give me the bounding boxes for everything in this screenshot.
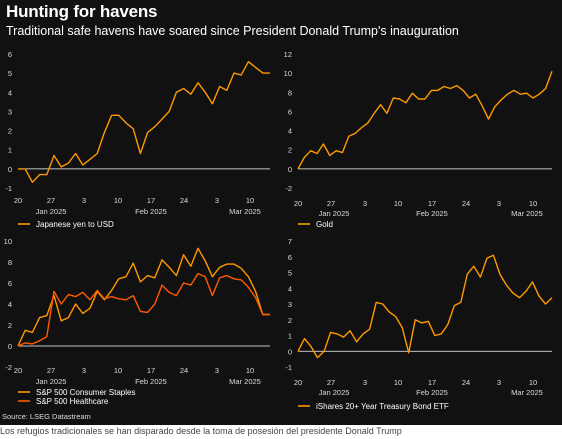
chart-2-y-tick-label: -2 — [285, 184, 292, 193]
chart-1-y-tick-label: 2 — [8, 127, 12, 136]
chart-1-y-tick-label: -1 — [5, 184, 12, 193]
chart-1-x-tick-label: 10 — [114, 196, 122, 205]
chart-4-x-tick-label: 3 — [497, 378, 501, 387]
chart-4-series-line-1 — [297, 254, 553, 359]
chart-1-x-tick-label: 3 — [82, 196, 86, 205]
chart-4-month-label: Feb 2025 — [416, 388, 448, 397]
figure-frame: Hunting for havens Traditional safe have… — [0, 0, 562, 425]
chart-3-legend-label: S&P 500 Consumer Staples — [36, 388, 135, 397]
chart-3-month-label: Mar 2025 — [229, 377, 261, 386]
chart-1-y-tick-label: 6 — [8, 50, 12, 59]
chart-2-month-label: Jan 2025 — [319, 209, 350, 218]
chart-4-y-tick-label: 6 — [288, 253, 292, 262]
chart-1-y-tick-label: 0 — [8, 165, 12, 174]
chart-1-x-tick-label: 3 — [215, 196, 219, 205]
chart-1-month-label: Jan 2025 — [36, 207, 67, 216]
chart-1-series-line-1 — [18, 61, 270, 184]
chart-3-x-tick-label: 3 — [82, 366, 86, 375]
chart-1-y-tick-label: 1 — [8, 146, 12, 155]
chart-4-y-tick-label: 5 — [288, 269, 292, 278]
chart-3-y-tick-label: -2 — [5, 363, 12, 372]
chart-4-y-tick-label: -1 — [285, 363, 292, 372]
chart-3-x-tick-label: 10 — [246, 366, 254, 375]
chart-2-y-tick-label: 10 — [284, 69, 292, 78]
chart-2-y-tick-label: 6 — [288, 107, 292, 116]
chart-4-y-tick-label: 2 — [288, 316, 292, 325]
chart-4-x-tick-label: 24 — [462, 378, 470, 387]
chart-2-x-tick-label: 3 — [363, 199, 367, 208]
chart-3-x-tick-label: 27 — [47, 366, 55, 375]
chart-2-y-tick-label: 8 — [288, 88, 292, 97]
chart-4-month-label: Mar 2025 — [511, 388, 543, 397]
chart-4-x-tick-label: 20 — [294, 378, 302, 387]
chart-1-month-label: Mar 2025 — [229, 207, 261, 216]
chart-2-x-tick-label: 3 — [497, 199, 501, 208]
chart-1-legend-label: Japanese yen to USD — [36, 220, 114, 229]
chart-3-y-tick-label: 6 — [8, 279, 12, 288]
chart-3-y-tick-label: 8 — [8, 258, 12, 267]
chart-4-x-tick-label: 10 — [529, 378, 537, 387]
chart-3-x-tick-label: 17 — [147, 366, 155, 375]
chart-4-y-tick-label: 1 — [288, 332, 292, 341]
chart-2-series-line-1 — [297, 70, 553, 170]
chart-4-y-tick-label: 0 — [288, 347, 292, 356]
chart-2-x-tick-label: 10 — [529, 199, 537, 208]
chart-2-x-tick-label: 27 — [327, 199, 335, 208]
chart-3-y-tick-label: 0 — [8, 342, 12, 351]
chart-3-y-tick-label: 10 — [4, 237, 12, 246]
chart-1-month-label: Feb 2025 — [135, 207, 167, 216]
chart-2-y-tick-label: 2 — [288, 146, 292, 155]
headline: Hunting for havens — [6, 2, 158, 21]
chart-2-x-tick-label: 17 — [428, 199, 436, 208]
subtitle: Traditional safe havens have soared sinc… — [6, 24, 459, 38]
chart-2-x-tick-label: 24 — [462, 199, 470, 208]
chart-3-series-line-1 — [17, 247, 270, 347]
chart-3-x-tick-label: 10 — [114, 366, 122, 375]
chart-2-y-tick-label: 12 — [284, 50, 292, 59]
chart-3-y-tick-label: 4 — [8, 300, 12, 309]
chart-4-x-tick-label: 27 — [327, 378, 335, 387]
chart-3-legend-label: S&P 500 Healthcare — [36, 397, 109, 406]
chart-3-x-tick-label: 24 — [180, 366, 188, 375]
chart-2-y-tick-label: 4 — [288, 127, 292, 136]
chart-2-y-tick-label: 0 — [288, 165, 292, 174]
chart-1-y-tick-label: 3 — [8, 107, 12, 116]
chart-3-x-tick-label: 3 — [215, 366, 219, 375]
chart-1-y-tick-label: 5 — [8, 69, 12, 78]
chart-2-x-tick-label: 20 — [294, 199, 302, 208]
chart-1-x-tick-label: 17 — [147, 196, 155, 205]
chart-4-x-tick-label: 10 — [394, 378, 402, 387]
chart-4-y-tick-label: 7 — [288, 237, 292, 246]
chart-1-y-tick-label: 4 — [8, 88, 12, 97]
caption: Los refugios tradicionales se han dispar… — [0, 426, 402, 436]
chart-4-y-tick-label: 4 — [288, 284, 292, 293]
chart-4-legend-label: iShares 20+ Year Treasury Bond ETF — [316, 402, 449, 411]
chart-4-y-tick-label: 3 — [288, 300, 292, 309]
chart-4-x-tick-label: 3 — [363, 378, 367, 387]
chart-3-x-tick-label: 20 — [14, 366, 22, 375]
chart-2-legend-label: Gold — [316, 220, 333, 229]
chart-3-y-tick-label: 2 — [8, 321, 12, 330]
chart-3-month-label: Feb 2025 — [135, 377, 167, 386]
chart-1-x-tick-label: 10 — [246, 196, 254, 205]
chart-4-month-label: Jan 2025 — [319, 388, 350, 397]
chart-3-series-line-2 — [17, 272, 270, 347]
chart-2-month-label: Mar 2025 — [511, 209, 543, 218]
chart-1-x-tick-label: 27 — [47, 196, 55, 205]
chart-1-x-tick-label: 20 — [14, 196, 22, 205]
source-note: Source: LSEG Datastream — [2, 412, 91, 421]
chart-3-month-label: Jan 2025 — [36, 377, 67, 386]
chart-2-month-label: Feb 2025 — [416, 209, 448, 218]
chart-2-x-tick-label: 10 — [394, 199, 402, 208]
chart-4-x-tick-label: 17 — [428, 378, 436, 387]
chart-1-x-tick-label: 24 — [180, 196, 188, 205]
